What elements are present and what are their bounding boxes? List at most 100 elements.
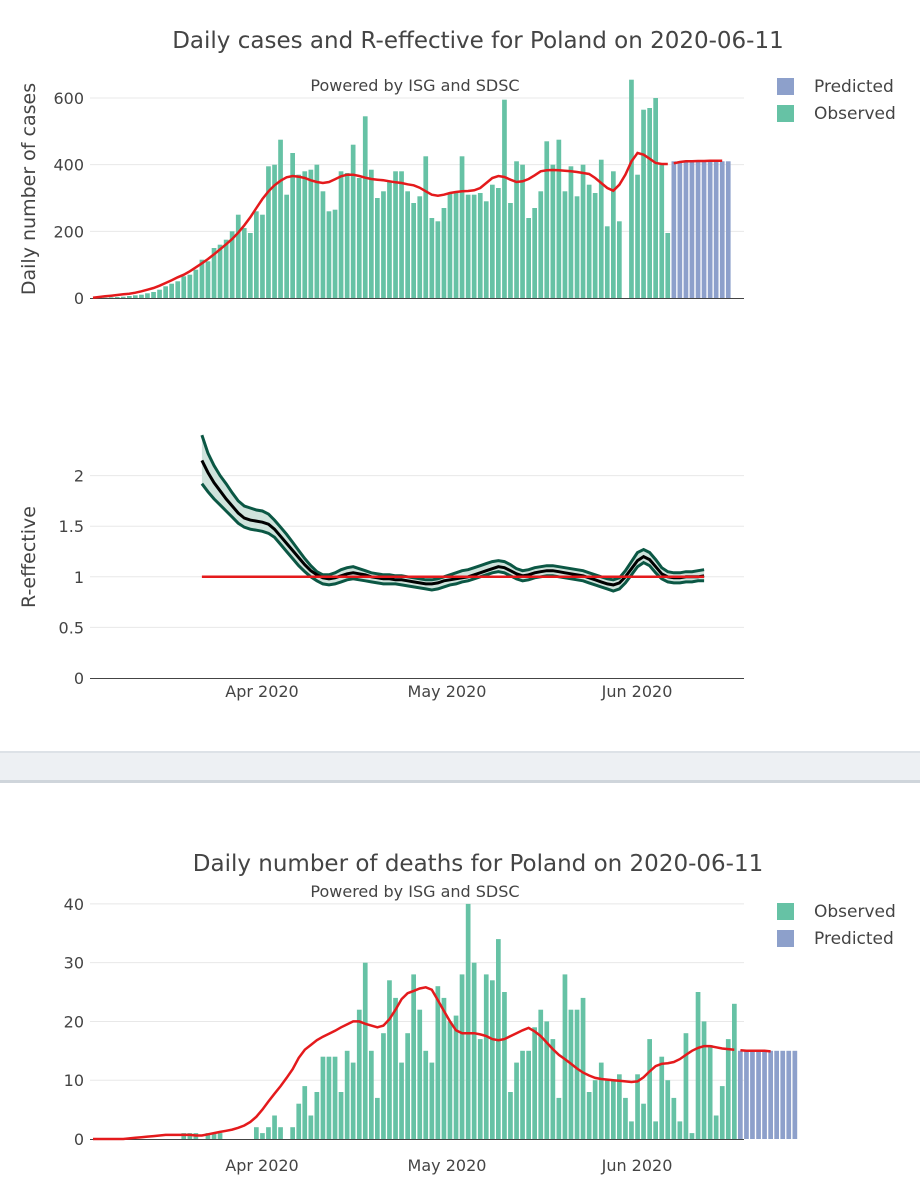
cases-observed-bar bbox=[121, 297, 126, 298]
cases-observed-bar bbox=[496, 188, 501, 298]
deaths-predicted-bar bbox=[744, 1051, 749, 1139]
legend-predicted-label[interactable]: Predicted bbox=[814, 929, 894, 949]
cases-observed-bar bbox=[254, 211, 259, 298]
deaths-observed-bar bbox=[508, 1092, 513, 1139]
deaths-y-tick-label: 40 bbox=[64, 895, 84, 914]
deaths-x-tick-apr: Apr 2020 bbox=[225, 1156, 298, 1175]
cases-observed-bar bbox=[617, 221, 622, 298]
cases-observed-bar bbox=[302, 171, 307, 298]
deaths-chart: Daily number of deaths for Poland on 202… bbox=[64, 851, 896, 1175]
cases-observed-bar bbox=[224, 240, 229, 298]
deaths-observed-bar bbox=[345, 1051, 350, 1139]
cases-legend[interactable]: Predicted Observed bbox=[777, 77, 896, 124]
deaths-observed-bar bbox=[617, 1074, 622, 1139]
deaths-y-tick-label: 30 bbox=[64, 954, 84, 973]
deaths-observed-bar bbox=[611, 1080, 616, 1139]
cases-observed-bar bbox=[345, 173, 350, 298]
deaths-observed-bar bbox=[357, 1010, 362, 1139]
deaths-y-tick-label: 20 bbox=[64, 1012, 84, 1031]
cases-observed-bar bbox=[653, 98, 658, 298]
cases-observed-bar bbox=[369, 170, 374, 298]
deaths-observed-bar bbox=[672, 1098, 677, 1139]
cases-predicted-bar bbox=[708, 161, 713, 298]
deaths-chart-subtitle: Powered by ISG and SDSC bbox=[310, 882, 519, 901]
cases-y-tick-label: 400 bbox=[53, 156, 84, 175]
cases-observed-bar bbox=[357, 178, 362, 298]
deaths-observed-bar bbox=[714, 1116, 719, 1140]
cases-chart-title: Daily cases and R-effective for Poland o… bbox=[172, 28, 784, 54]
legend-observed-swatch[interactable] bbox=[777, 903, 794, 920]
cases-observed-bar bbox=[315, 165, 320, 298]
cases-observed-bar bbox=[460, 156, 465, 298]
legend-predicted-label[interactable]: Predicted bbox=[814, 77, 894, 97]
cases-predicted-bar bbox=[678, 161, 683, 298]
cases-observed-bar bbox=[436, 221, 441, 298]
deaths-observed-bar bbox=[448, 1021, 453, 1139]
deaths-observed-bar bbox=[581, 998, 586, 1139]
legend-predicted-swatch[interactable] bbox=[777, 78, 794, 95]
cases-observed-bar bbox=[629, 80, 634, 298]
cases-predicted-bar bbox=[714, 161, 719, 298]
deaths-chart-title: Daily number of deaths for Poland on 202… bbox=[193, 851, 763, 877]
cases-observed-bar bbox=[115, 297, 120, 298]
cases-observed-bar bbox=[502, 100, 507, 298]
cases-predicted-bars bbox=[672, 161, 731, 298]
deaths-observed-bar bbox=[593, 1080, 598, 1139]
deaths-predicted-bars bbox=[738, 1051, 797, 1139]
deaths-observed-bar bbox=[290, 1127, 295, 1139]
cases-observed-bar bbox=[581, 165, 586, 298]
cases-observed-bar bbox=[333, 210, 338, 298]
deaths-predicted-bar bbox=[786, 1051, 791, 1139]
deaths-observed-bar bbox=[684, 1033, 689, 1139]
deaths-observed-bar bbox=[260, 1133, 265, 1139]
cases-observed-bar bbox=[157, 290, 162, 298]
cases-observed-bar bbox=[339, 171, 344, 298]
deaths-observed-bar bbox=[296, 1104, 301, 1139]
reff-y-tick-label: 1.5 bbox=[59, 517, 84, 536]
reff-y-ticks: 00.511.52 bbox=[59, 467, 84, 688]
cases-observed-bar bbox=[151, 292, 156, 298]
legend-observed-label[interactable]: Observed bbox=[814, 104, 896, 124]
deaths-observed-bar bbox=[696, 992, 701, 1139]
reff-x-tick-may: May 2020 bbox=[408, 682, 487, 701]
deaths-predicted-bar bbox=[756, 1051, 761, 1139]
deaths-observed-bar bbox=[502, 992, 507, 1139]
deaths-gridlines bbox=[90, 904, 744, 1080]
deaths-predicted-bar bbox=[780, 1051, 785, 1139]
cases-observed-bar bbox=[490, 185, 495, 298]
deaths-predicted-bar bbox=[750, 1051, 755, 1139]
deaths-legend[interactable]: Observed Predicted bbox=[777, 902, 896, 949]
cases-observed-bar bbox=[520, 165, 525, 298]
deaths-observed-bar bbox=[430, 1063, 435, 1139]
deaths-observed-bar bbox=[321, 1057, 326, 1139]
deaths-observed-bar bbox=[339, 1092, 344, 1139]
legend-predicted-swatch[interactable] bbox=[777, 930, 794, 947]
deaths-observed-bar bbox=[720, 1086, 725, 1139]
cases-observed-bar bbox=[321, 191, 326, 298]
cases-observed-bar bbox=[557, 140, 562, 298]
cases-predicted-bar bbox=[702, 161, 707, 298]
deaths-observed-bar bbox=[708, 1045, 713, 1139]
cases-observed-bar bbox=[417, 196, 422, 298]
cases-observed-bar bbox=[641, 110, 646, 298]
cases-observed-bar bbox=[206, 261, 211, 298]
cases-observed-bar bbox=[175, 281, 180, 298]
cases-observed-bar bbox=[532, 208, 537, 298]
cases-observed-bar bbox=[423, 156, 428, 298]
deaths-observed-bar bbox=[490, 980, 495, 1139]
reff-x-tick-apr: Apr 2020 bbox=[225, 682, 298, 701]
cases-observed-bar bbox=[454, 191, 459, 298]
deaths-predicted-bar bbox=[774, 1051, 779, 1139]
cases-observed-bar bbox=[647, 108, 652, 298]
reff-y-tick-label: 2 bbox=[74, 467, 84, 486]
cases-observed-bar bbox=[375, 198, 380, 298]
deaths-observed-bar bbox=[514, 1063, 519, 1139]
cases-predicted-bar bbox=[690, 161, 695, 298]
legend-observed-swatch[interactable] bbox=[777, 105, 794, 122]
deaths-observed-bar bbox=[587, 1092, 592, 1139]
deaths-y-tick-label: 10 bbox=[64, 1071, 84, 1090]
deaths-observed-bar bbox=[460, 974, 465, 1139]
deaths-observed-bar bbox=[278, 1127, 283, 1139]
legend-observed-label[interactable]: Observed bbox=[814, 902, 896, 922]
